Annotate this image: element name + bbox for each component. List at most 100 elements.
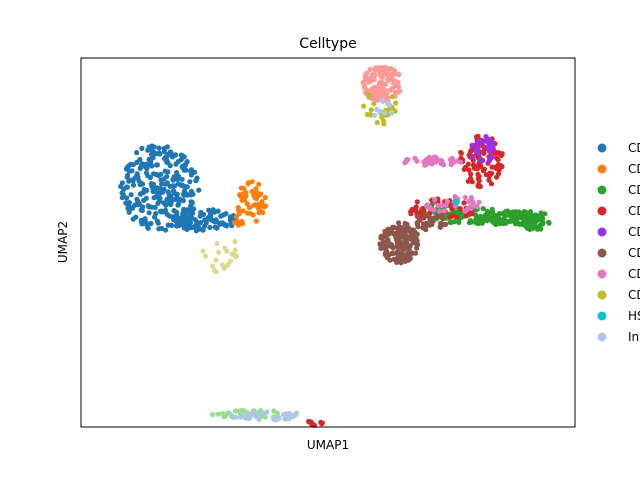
- data-point-series-2: [488, 215, 494, 221]
- data-point-series-0: [158, 171, 164, 177]
- data-point-series-6: [448, 162, 454, 168]
- data-point-series-9: [246, 411, 252, 417]
- data-point-series-6: [437, 208, 443, 214]
- data-point-series-0: [167, 193, 174, 199]
- data-point-series-7: [365, 92, 371, 98]
- data-point-series-0: [161, 200, 167, 206]
- data-point-series-0: [179, 182, 185, 188]
- data-point-series-3: [465, 178, 471, 184]
- data-point-series-0: [221, 212, 227, 218]
- data-point-series-1: [231, 220, 238, 226]
- data-point-series-3: [488, 181, 495, 187]
- data-point: [389, 71, 395, 77]
- data-point-series-5: [414, 238, 420, 244]
- data-point-series-0: [154, 218, 160, 224]
- data-point: [362, 76, 368, 82]
- data-point-series-2: [489, 210, 495, 216]
- data-point-series-1: [262, 194, 268, 201]
- data-point-series-5: [385, 237, 391, 243]
- data-point-series-0: [157, 195, 163, 201]
- data-point-series-0: [184, 184, 190, 190]
- data-point-series-5: [407, 227, 413, 233]
- data-point-series-3: [421, 207, 427, 213]
- data-point-series-7: [371, 101, 377, 107]
- legend-marker-0: [597, 143, 607, 153]
- data-point-series-3: [489, 164, 495, 170]
- data-point-series-0: [153, 194, 159, 200]
- data-point-series-6: [448, 157, 454, 163]
- legend-label-4: CD: [628, 225, 640, 239]
- data-point-series-0: [177, 196, 183, 202]
- data-point-series-3: [413, 204, 419, 210]
- data-point-series-9: [228, 412, 234, 418]
- data-point-series-6: [465, 206, 471, 212]
- data-point-series-0: [173, 152, 179, 158]
- data-point-series-1: [261, 204, 267, 210]
- data-point-series-3: [461, 200, 467, 206]
- data-point-series-4: [483, 134, 489, 140]
- legend-label-6: CD: [628, 267, 640, 281]
- data-point-series-6: [476, 199, 482, 205]
- legend-marker-3: [597, 206, 607, 216]
- data-point-series-7: [364, 111, 370, 118]
- data-point: [361, 83, 368, 89]
- data-point-series-3: [494, 174, 500, 180]
- data-point-series-6: [441, 162, 447, 168]
- data-point: [222, 245, 228, 251]
- data-point-series-0: [164, 211, 170, 217]
- data-point-series-0: [127, 206, 133, 212]
- data-point-series-0: [165, 189, 171, 195]
- data-point-series-0: [183, 167, 189, 173]
- data-point: [225, 262, 231, 268]
- data-point-series-2: [533, 214, 539, 220]
- legend-label-9: In: [628, 330, 639, 344]
- data-point-series-6: [422, 162, 428, 168]
- chart-title: Celltype: [299, 36, 356, 52]
- legend-marker-9: [597, 332, 607, 342]
- data-point-series-0: [153, 211, 159, 217]
- data-point: [202, 253, 209, 259]
- data-point-series-9: [271, 416, 278, 422]
- data-point-series-0: [139, 145, 145, 151]
- data-point: [262, 414, 268, 420]
- data-point-series-0: [181, 225, 187, 231]
- data-point: [387, 87, 393, 93]
- data-point-series-9: [382, 110, 388, 116]
- data-point-series-0: [163, 207, 169, 213]
- data-point-series-5: [404, 221, 410, 227]
- data-point-series-0: [170, 214, 176, 220]
- data-point-series-3: [495, 157, 501, 163]
- data-point-series-3: [408, 211, 414, 217]
- data-point-series-7: [368, 107, 374, 113]
- data-point-series-0: [168, 200, 174, 206]
- data-point: [233, 408, 239, 414]
- data-point-series-0: [200, 211, 207, 217]
- data-point-series-0: [130, 182, 137, 188]
- data-point-series-2: [502, 213, 508, 219]
- legend-label-3: CD: [628, 204, 640, 218]
- data-point-series-2: [525, 218, 531, 224]
- data-point-series-2: [503, 208, 509, 214]
- data-point-series-5: [387, 257, 393, 263]
- data-point-series-6: [452, 194, 458, 200]
- data-point: [370, 89, 376, 95]
- data-point: [216, 249, 222, 255]
- data-point-series-0: [157, 185, 163, 191]
- data-point-series-0: [148, 151, 155, 158]
- data-point-series-3: [468, 171, 474, 177]
- data-point-series-0: [178, 152, 184, 158]
- data-point-series-4: [480, 157, 486, 163]
- data-point-series-3: [475, 171, 481, 178]
- data-point-series-1: [235, 207, 242, 213]
- data-point-series-1: [241, 185, 247, 192]
- data-point: [232, 238, 238, 245]
- data-point-series-6: [402, 160, 408, 166]
- data-point: [213, 269, 219, 275]
- data-point-series-4: [475, 144, 481, 150]
- data-point-series-3: [413, 208, 419, 214]
- data-point-series-0: [190, 191, 196, 197]
- data-point: [383, 91, 389, 97]
- data-point-series-0: [175, 181, 182, 187]
- data-point-series-7: [393, 100, 399, 106]
- data-point-series-0: [178, 157, 184, 163]
